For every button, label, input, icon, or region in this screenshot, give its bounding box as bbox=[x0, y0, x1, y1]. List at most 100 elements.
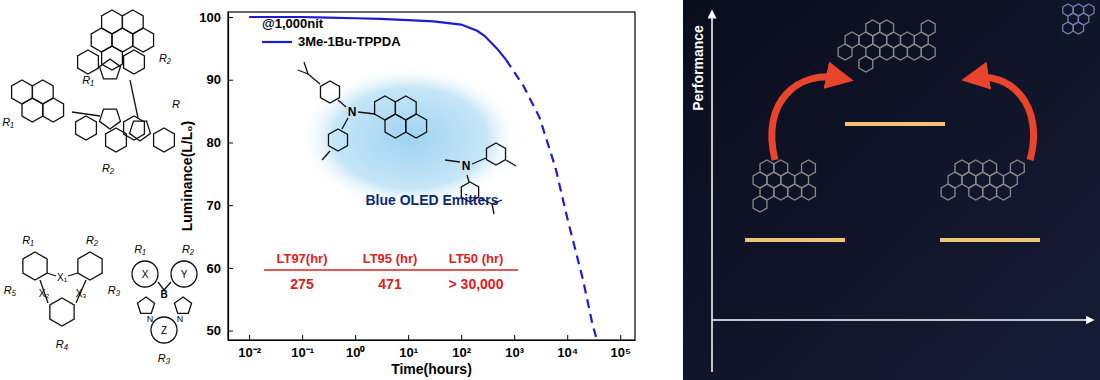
ring bbox=[100, 109, 121, 129]
red-arrow bbox=[772, 77, 840, 160]
label: R₁ bbox=[134, 243, 146, 255]
ring bbox=[406, 114, 427, 138]
ring bbox=[880, 44, 894, 60]
legend-swatch bbox=[262, 41, 292, 43]
ring bbox=[774, 184, 788, 200]
x-tick-mark bbox=[514, 335, 515, 340]
red-arrow bbox=[975, 77, 1034, 160]
label: R₃ bbox=[158, 352, 171, 364]
ring bbox=[78, 50, 99, 74]
ring bbox=[955, 160, 969, 176]
ring bbox=[802, 160, 816, 176]
y-tick-label: 80 bbox=[207, 135, 221, 150]
y-tick: 50 bbox=[207, 323, 233, 338]
level-bar bbox=[940, 238, 1040, 242]
ring bbox=[76, 116, 97, 140]
ring bbox=[174, 297, 191, 313]
ring bbox=[941, 184, 955, 200]
y-axis-line bbox=[228, 13, 229, 341]
y-tick-label: 50 bbox=[207, 323, 221, 338]
x-tick: 10⁻² bbox=[238, 335, 261, 360]
table-header: LT97(hr) bbox=[276, 251, 327, 266]
x-tick: 10⁰ bbox=[346, 335, 365, 360]
label: R₅ bbox=[4, 284, 17, 296]
bond bbox=[467, 175, 469, 182]
y-tick-mark bbox=[228, 80, 233, 81]
x-tick-label: 10⁻¹ bbox=[291, 345, 314, 360]
ring bbox=[124, 50, 145, 74]
ring bbox=[320, 81, 339, 103]
ring bbox=[753, 196, 767, 212]
x-tick-mark bbox=[249, 335, 250, 340]
y-tick: 70 bbox=[207, 198, 233, 213]
diagram-axis-title: Performance bbox=[690, 25, 706, 111]
x-tick-label: 10⁻² bbox=[238, 345, 261, 360]
label: R₂ bbox=[159, 52, 172, 64]
label: R₃ bbox=[108, 284, 121, 296]
bond bbox=[342, 118, 348, 129]
chart: 10⁻²10⁻¹10⁰10¹10²10³10⁴10⁵5060708090100T… bbox=[179, 10, 636, 377]
table-header: LT50 (hr) bbox=[449, 251, 504, 266]
level-bar bbox=[745, 238, 845, 242]
x-tick-mark bbox=[408, 335, 409, 340]
ring bbox=[328, 129, 347, 151]
x-tick: 10⁵ bbox=[610, 335, 631, 360]
y-tick-mark bbox=[228, 331, 233, 332]
y-tick: 60 bbox=[207, 261, 233, 276]
label: R₂ bbox=[102, 162, 115, 174]
y-tick-mark bbox=[228, 17, 233, 18]
bond bbox=[506, 160, 516, 166]
x-tick-label: 10² bbox=[452, 345, 471, 360]
y-tick-label: 60 bbox=[207, 261, 221, 276]
x-tick: 10⁻¹ bbox=[291, 335, 314, 360]
ring bbox=[983, 160, 997, 176]
series-group bbox=[249, 17, 596, 337]
x-tick-label: 10¹ bbox=[399, 345, 418, 360]
ring bbox=[921, 44, 935, 60]
ring bbox=[106, 128, 127, 152]
y-tick-mark bbox=[228, 205, 233, 206]
y-tick: 80 bbox=[207, 135, 233, 150]
x-tick: 10¹ bbox=[399, 335, 418, 360]
bond bbox=[322, 151, 330, 160]
ring bbox=[788, 184, 802, 200]
table-header: LT95 (hr) bbox=[363, 251, 418, 266]
label: X₃ bbox=[76, 288, 87, 299]
ring bbox=[154, 128, 175, 152]
y-tick: 90 bbox=[207, 72, 233, 87]
label: Z bbox=[161, 325, 167, 336]
ring bbox=[921, 20, 935, 36]
annotation: @1,000nit bbox=[262, 16, 324, 31]
molecule: NN bbox=[298, 62, 520, 214]
x-tick-mark bbox=[461, 335, 462, 340]
diagram-background bbox=[683, 0, 1100, 380]
plot-frame bbox=[228, 12, 635, 340]
canvas: R₁R₂R₁R₂RR₁R₂X₁X₂X₃R₃R₄R₅R₁R₂XYBNNZR₃10⁻… bbox=[0, 0, 1100, 380]
label: N bbox=[462, 159, 471, 173]
ring bbox=[1073, 22, 1083, 34]
x-tick: 10³ bbox=[505, 335, 524, 360]
x-tick-mark bbox=[620, 335, 621, 340]
x-axis-line bbox=[229, 340, 636, 341]
label: N bbox=[147, 314, 154, 324]
label: R₂ bbox=[182, 243, 195, 255]
x-axis: 10⁻² 10⁻¹ 10⁰ 10¹ 10² 10³ 10⁴ 10⁵ bbox=[229, 335, 636, 360]
ring bbox=[151, 317, 177, 343]
ring bbox=[22, 98, 43, 122]
x-tick-mark bbox=[355, 335, 356, 340]
label: R₁ bbox=[22, 234, 34, 246]
ring bbox=[774, 160, 788, 176]
bond bbox=[308, 74, 320, 84]
x-tick: 10² bbox=[452, 335, 471, 360]
y-axis-title: Luminance(L/L₀) bbox=[179, 121, 195, 232]
lifetime-table: LT97(hr)LT95 (hr)LT50 (hr)275471> 30,000 bbox=[262, 244, 520, 296]
legend: @1,000nit3Me-1Bu-TPPDA bbox=[262, 16, 401, 49]
label: X₁ bbox=[57, 272, 68, 283]
y-tick-label: 100 bbox=[199, 10, 221, 25]
x-tick-label: 10⁰ bbox=[346, 345, 365, 360]
ring bbox=[133, 28, 154, 52]
x-tick-label: 10⁴ bbox=[557, 345, 578, 360]
label: Y bbox=[181, 269, 188, 280]
ring bbox=[866, 20, 880, 36]
label: R₁ bbox=[2, 116, 14, 128]
